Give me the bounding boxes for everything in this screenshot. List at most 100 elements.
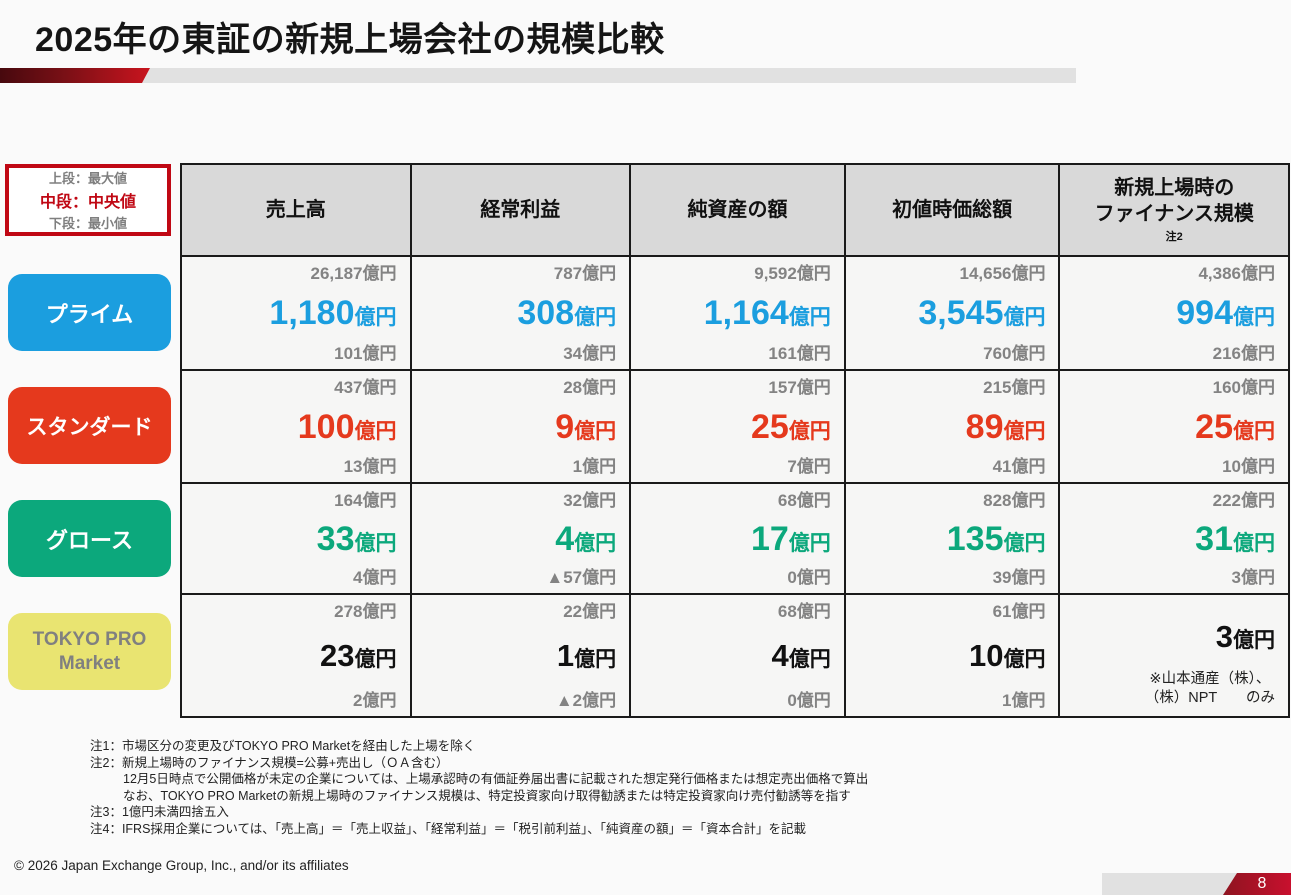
median-value: 3億円 [1215,618,1275,654]
median-value: 10億円 [969,638,1046,674]
min-value: 1億円 [1002,690,1046,710]
median-value: 100億円 [297,407,397,446]
median-value: 135億円 [946,519,1046,558]
cell-tpm-sales: 278億円 23億円 2億円 [182,595,410,716]
column-header-sales: 売上高 [182,165,410,255]
market-label-prime: プライム [8,274,171,351]
cell-standard-finance-size: 160億円 25億円 10億円 [1060,371,1288,482]
market-label-tokyo-pro-market: TOKYO PRO Market [8,613,171,690]
median-value: 308億円 [517,294,617,333]
column-header-ordinary-profit: 経常利益 [411,165,630,255]
footnote-2: 注2：新規上場時のファイナンス規模=公募+売出し（ＯＡ含む） [90,755,449,770]
cell-standard-ordinary-profit: 28億円 9億円 1億円 [411,371,630,482]
cell-tpm-finance-size: 3億円 ※山本通産（株）、 （株）NPT のみ [1060,595,1288,716]
max-value: 157億円 [768,378,831,398]
max-value: 437億円 [334,378,397,398]
footnote-1: 注1：市場区分の変更及びTOKYO PRO Marketを経由した上場を除く [90,739,476,753]
legend-median-label: 中段：中央値 [39,194,136,211]
median-value: 1億円 [556,638,617,674]
title-underline-bar [0,68,1076,83]
footnote-4: 注4：IFRS採用企業については、「売上高」＝「売上収益」、「経常利益」＝「税引… [90,821,807,836]
median-value: 1,180億円 [269,294,397,333]
cell-standard-net-assets: 157億円 25億円 7億円 [631,371,844,482]
median-value: 89億円 [965,407,1046,446]
cell-growth-sales: 164億円 33億円 4億円 [182,483,410,594]
footnotes: 注1：市場区分の変更及びTOKYO PRO Marketを経由した上場を除く 注… [90,738,1220,838]
min-value: 41億円 [992,456,1046,476]
min-value: 4億円 [353,568,397,588]
cell-tpm-net-assets: 68億円 4億円 0億円 [631,595,844,716]
max-value: 26,187億円 [310,263,397,283]
median-value: 25億円 [750,407,831,446]
max-value: 32億円 [563,490,617,510]
copyright-text: © 2026 Japan Exchange Group, Inc., and/o… [14,858,349,873]
footnote-2-continued: 12月5日時点で公開価格が未定の企業については、上場承認時の有価証券届出書に記載… [123,772,869,787]
min-value: 101億円 [334,344,397,364]
min-value: 760億円 [983,344,1046,364]
cell-standard-sales: 437億円 100億円 13億円 [182,371,410,482]
min-value: 1億円 [572,456,617,476]
max-value: 9,592億円 [754,263,831,283]
min-value: 0億円 [787,690,831,710]
legend-box: 上段：最大値 中段：中央値 下段：最小値 [5,164,171,236]
max-value: 68億円 [777,602,831,622]
note2-reference: 注2 [1165,231,1183,244]
market-label-growth: グロース [8,500,171,577]
column-header-initial-market-cap: 初値時価総額 [845,165,1059,255]
min-value: 34億円 [563,344,617,364]
median-value: 25億円 [1195,407,1275,446]
max-value: 22億円 [563,602,617,622]
min-value: 3億円 [1231,568,1275,588]
min-value: 39億円 [992,568,1046,588]
max-value: 787億円 [553,263,617,283]
legend-min-label: 下段：最小値 [48,216,127,231]
max-value: 164億円 [334,490,397,510]
column-header-finance-size: 新規上場時の ファイナンス規模 注2 [1060,165,1288,255]
max-value: 215億円 [983,378,1046,398]
median-value: 23億円 [320,638,397,674]
median-value: 3,545億円 [918,294,1046,333]
max-value: 828億円 [983,490,1046,510]
min-value: ▲57億円 [546,568,617,588]
min-value: 216億円 [1212,344,1275,364]
median-value: 1,164億円 [703,294,831,333]
min-value: 13億円 [343,456,397,476]
median-value: 9億円 [555,407,617,446]
page-title: 2025年の東証の新規上場会社の規模比較 [35,21,665,59]
median-value: 33億円 [316,519,397,558]
max-value: 28億円 [563,378,617,398]
cell-tpm-initial-market-cap: 61億円 10億円 1億円 [845,595,1059,716]
median-value: 4億円 [555,519,617,558]
cell-growth-initial-market-cap: 828億円 135億円 39億円 [845,483,1059,594]
max-value: 14,656億円 [959,263,1046,283]
max-value: 61億円 [992,602,1046,622]
cell-growth-finance-size: 222億円 31億円 3億円 [1060,483,1288,594]
max-value: 278億円 [334,602,397,622]
min-value: 161億円 [768,344,831,364]
cell-tpm-ordinary-profit: 22億円 1億円 ▲2億円 [411,595,630,716]
median-value: 17億円 [750,519,831,558]
cell-prime-net-assets: 9,592億円 1,164億円 161億円 [631,256,844,370]
page-number-bar: 8 [1102,873,1291,895]
comparison-table: 売上高 経常利益 純資産の額 初値時価総額 新規上場時の ファイナンス規模 注2… [180,163,1290,718]
title-underline-red-segment [0,68,150,83]
max-value: 222億円 [1212,490,1275,510]
max-value: 68億円 [777,490,831,510]
cell-prime-initial-market-cap: 14,656億円 3,545億円 760億円 [845,256,1059,370]
median-value: 4億円 [771,638,831,674]
cell-prime-finance-size: 4,386億円 994億円 216億円 [1060,256,1288,370]
cell-standard-initial-market-cap: 215億円 89億円 41億円 [845,371,1059,482]
min-value: 7億円 [787,456,831,476]
column-header-net-assets: 純資産の額 [631,165,844,255]
cell-growth-ordinary-profit: 32億円 4億円 ▲57億円 [411,483,630,594]
footnote-3: 注3：1億円未満四捨五入 [90,805,229,820]
min-value: 0億円 [787,568,831,588]
footnote-2-continued: なお、TOKYO PRO Marketの新規上場時のファイナンス規模は、特定投資… [123,788,851,803]
page-number: 8 [1223,873,1291,895]
cell-growth-net-assets: 68億円 17億円 0億円 [631,483,844,594]
median-value: 31億円 [1195,519,1275,558]
legend-max-label: 上段：最大値 [48,171,127,186]
max-value: 160億円 [1212,378,1275,398]
max-value: 4,386億円 [1198,263,1275,283]
